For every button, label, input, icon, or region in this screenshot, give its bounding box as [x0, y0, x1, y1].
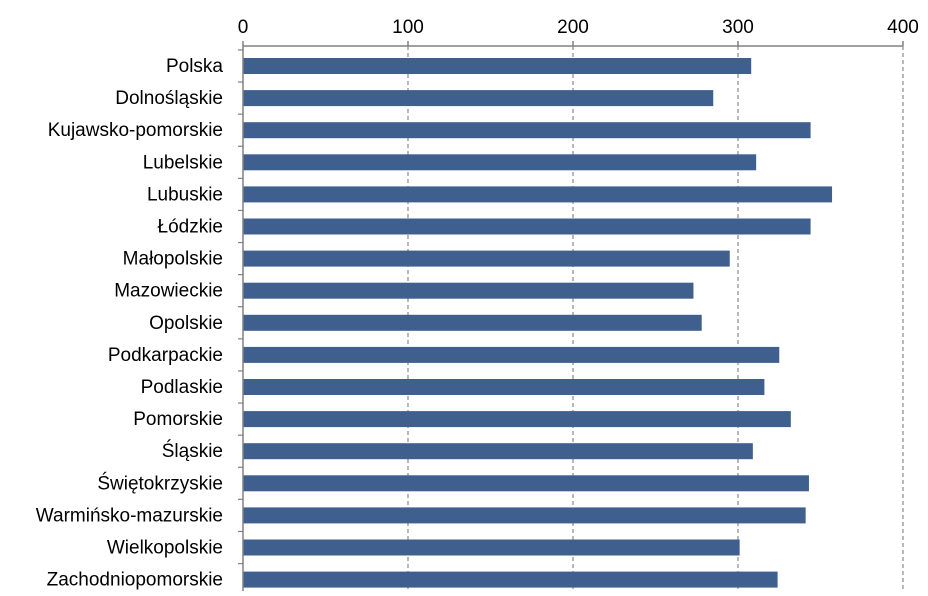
bar	[243, 539, 740, 556]
bar	[243, 314, 702, 331]
x-tick-label: 300	[722, 17, 754, 38]
category-label: Podlaskie	[141, 377, 223, 398]
bar	[243, 571, 778, 588]
bar	[243, 443, 753, 460]
category-labels: Polska Dolnośląskie Kujawsko-pomorskie Lube…	[36, 56, 224, 591]
category-label: Łódzkie	[158, 217, 224, 238]
category-label: Zachodniopomorskie	[47, 570, 223, 591]
category-label: Śląskie	[162, 440, 223, 462]
category-label: Mazowieckie	[114, 281, 223, 302]
x-tick-label: 200	[557, 17, 589, 38]
bar	[243, 475, 809, 492]
category-label: Warmińsko-mazurskie	[36, 505, 223, 526]
category-label: Kujawsko-pomorskie	[48, 120, 223, 141]
category-label: Dolnośląskie	[115, 88, 223, 109]
x-tick-label: 0	[238, 17, 249, 38]
category-label: Małopolskie	[123, 249, 223, 270]
bar	[243, 154, 757, 171]
x-tick-label: 100	[392, 17, 424, 38]
x-tick-label: 400	[887, 17, 919, 38]
category-label: Podkarpackie	[108, 345, 223, 366]
category-label: Lubuskie	[147, 184, 223, 205]
bar	[243, 122, 811, 139]
bar	[243, 346, 780, 363]
category-label: Świętokrzyskie	[97, 472, 223, 494]
axis-layer	[238, 41, 904, 591]
bar	[243, 411, 791, 428]
category-label: Opolskie	[149, 313, 223, 334]
category-label: Pomorskie	[133, 409, 223, 430]
category-label: Wielkopolskie	[107, 538, 223, 559]
category-label: Polska	[166, 56, 223, 77]
bar	[243, 282, 694, 299]
bar	[243, 90, 714, 107]
bar-layer	[243, 58, 833, 588]
bar	[243, 379, 765, 395]
bar	[243, 250, 730, 267]
bar	[243, 218, 811, 235]
bar	[243, 507, 806, 524]
bar	[243, 58, 752, 74]
category-label: Lubelskie	[143, 152, 223, 173]
x-tick-labels: 0 100 200 300 400	[238, 17, 919, 38]
bar	[243, 186, 833, 203]
